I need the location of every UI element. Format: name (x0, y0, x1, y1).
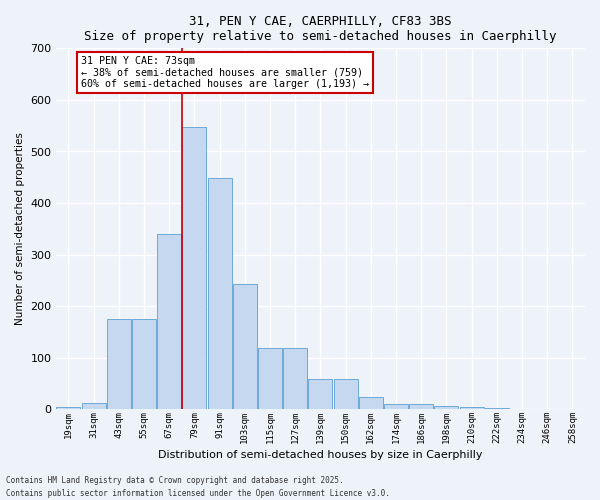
Bar (434, 406, 458, 409)
Bar (56, 407, 80, 410)
Bar (258, 348, 282, 410)
X-axis label: Distribution of semi-detached houses by size in Caerphilly: Distribution of semi-detached houses by … (158, 450, 482, 460)
Bar (334, 380, 358, 410)
Bar (157, 234, 181, 410)
Bar (409, 404, 433, 409)
Bar (107, 319, 131, 410)
Title: 31, PEN Y CAE, CAERPHILLY, CF83 3BS
Size of property relative to semi-detached h: 31, PEN Y CAE, CAERPHILLY, CF83 3BS Size… (84, 15, 557, 43)
Bar (82, 402, 106, 409)
Bar (233, 284, 257, 410)
Bar (283, 348, 307, 410)
Bar (308, 380, 332, 410)
Y-axis label: Number of semi-detached properties: Number of semi-detached properties (15, 132, 25, 326)
Bar (485, 408, 509, 410)
Bar (359, 396, 383, 409)
Text: Contains HM Land Registry data © Crown copyright and database right 2025.
Contai: Contains HM Land Registry data © Crown c… (6, 476, 390, 498)
Bar (132, 319, 156, 410)
Text: 31 PEN Y CAE: 73sqm
← 38% of semi-detached houses are smaller (759)
60% of semi-: 31 PEN Y CAE: 73sqm ← 38% of semi-detach… (81, 56, 369, 90)
Bar (208, 178, 232, 410)
Bar (460, 408, 484, 410)
Bar (384, 404, 408, 409)
Bar (182, 126, 206, 410)
